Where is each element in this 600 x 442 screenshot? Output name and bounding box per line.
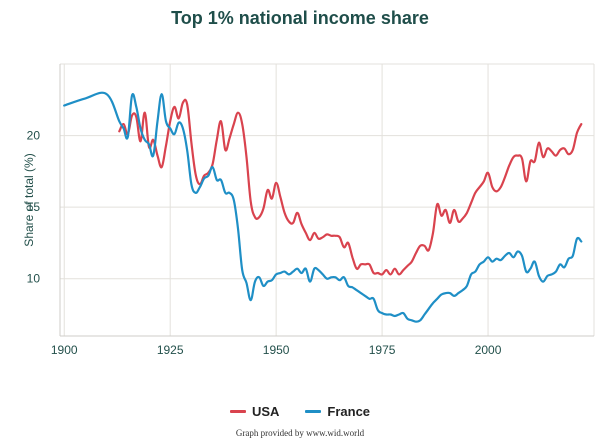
x-tick-label: 1900 bbox=[51, 343, 78, 357]
y-tick-label: 10 bbox=[27, 272, 41, 286]
series-line-usa[interactable] bbox=[118, 98, 583, 276]
legend-label-france: France bbox=[327, 404, 371, 419]
x-tick-label: 1950 bbox=[263, 343, 290, 357]
y-axis-label: Share of total (%) bbox=[22, 153, 36, 246]
legend-swatch-usa bbox=[229, 410, 246, 413]
legend-item-usa[interactable]: USA bbox=[229, 404, 280, 419]
tick-labels: 1900 1925 1950 1975 2000 10 15 20 bbox=[27, 129, 502, 357]
chart-title: Top 1% national income share bbox=[171, 8, 429, 28]
legend-item-france[interactable]: France bbox=[305, 404, 370, 419]
x-tick-label: 1975 bbox=[369, 343, 396, 357]
y-tick-label: 20 bbox=[27, 129, 41, 143]
x-tick-label: 2000 bbox=[475, 343, 502, 357]
legend-label-usa: USA bbox=[251, 404, 280, 419]
x-tick-label: 1925 bbox=[157, 343, 184, 357]
legend-swatch-france bbox=[305, 410, 322, 413]
series-layer bbox=[63, 91, 583, 323]
credit-text: Graph provided by www.wid.world bbox=[235, 428, 365, 438]
grid bbox=[60, 63, 595, 336]
y-tick-label: 15 bbox=[27, 200, 41, 214]
axes bbox=[59, 64, 594, 337]
legend: USA France bbox=[0, 404, 600, 419]
series-line-france[interactable] bbox=[63, 91, 583, 323]
